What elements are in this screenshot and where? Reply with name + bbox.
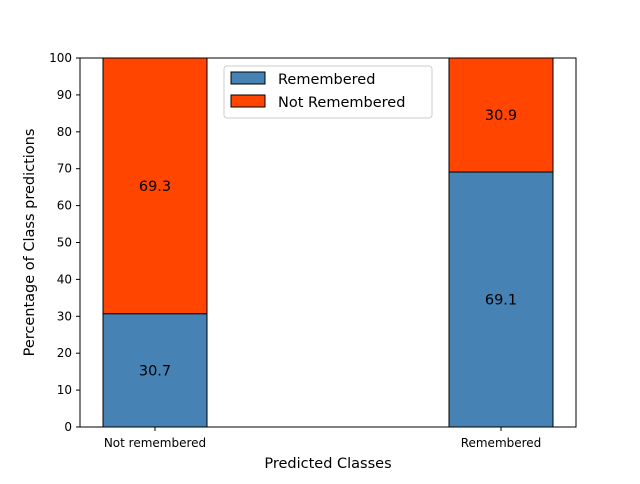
y-tick-label: 100: [49, 51, 72, 65]
data-label-remembered-remembered: 69.1: [485, 293, 517, 309]
data-label-not-remembered-not-remembered: 69.3: [139, 179, 171, 195]
x-tick-label-not-remembered: Not remembered: [104, 436, 206, 450]
y-tick-label: 20: [57, 346, 72, 360]
x-tick-label-remembered: Remembered: [461, 436, 542, 450]
y-tick-label: 70: [57, 162, 72, 176]
data-label-not-remembered-remembered: 30.7: [139, 363, 171, 379]
x-axis-label: Predicted Classes: [264, 456, 391, 472]
bar-remembered-remembered: [448, 171, 554, 428]
bars-layer: [102, 57, 554, 428]
y-tick-label: 80: [57, 125, 72, 139]
y-axis-ticks: 0 10 20 30 40 50 60 70 80 90 100: [49, 51, 80, 434]
y-tick-label: 30: [57, 309, 72, 323]
y-tick-label: 50: [57, 236, 72, 250]
data-label-remembered-not-remembered: 30.9: [485, 108, 517, 124]
data-labels-layer: 30.7 69.3 69.1 30.9: [139, 108, 517, 379]
legend-box: [223, 65, 433, 119]
legend: Remembered Not Remembered: [223, 65, 433, 119]
y-tick-label: 40: [57, 272, 72, 286]
legend-label-not-remembered: Not Remembered: [278, 95, 405, 111]
y-axis-label: Percentage of Class predictions: [22, 129, 38, 357]
bar-not-remembered-remembered: [102, 313, 208, 428]
y-tick-label: 0: [64, 420, 72, 434]
legend-swatch-not-remembered: [230, 94, 266, 108]
bar-remembered-not-remembered: [448, 57, 554, 173]
legend-swatch-remembered: [230, 71, 266, 85]
y-tick-label: 90: [57, 88, 72, 102]
y-tick-label: 10: [57, 383, 72, 397]
x-axis-ticks: Not remembered Remembered: [104, 427, 541, 450]
legend-label-remembered: Remembered: [278, 72, 375, 88]
y-tick-label: 60: [57, 199, 72, 213]
